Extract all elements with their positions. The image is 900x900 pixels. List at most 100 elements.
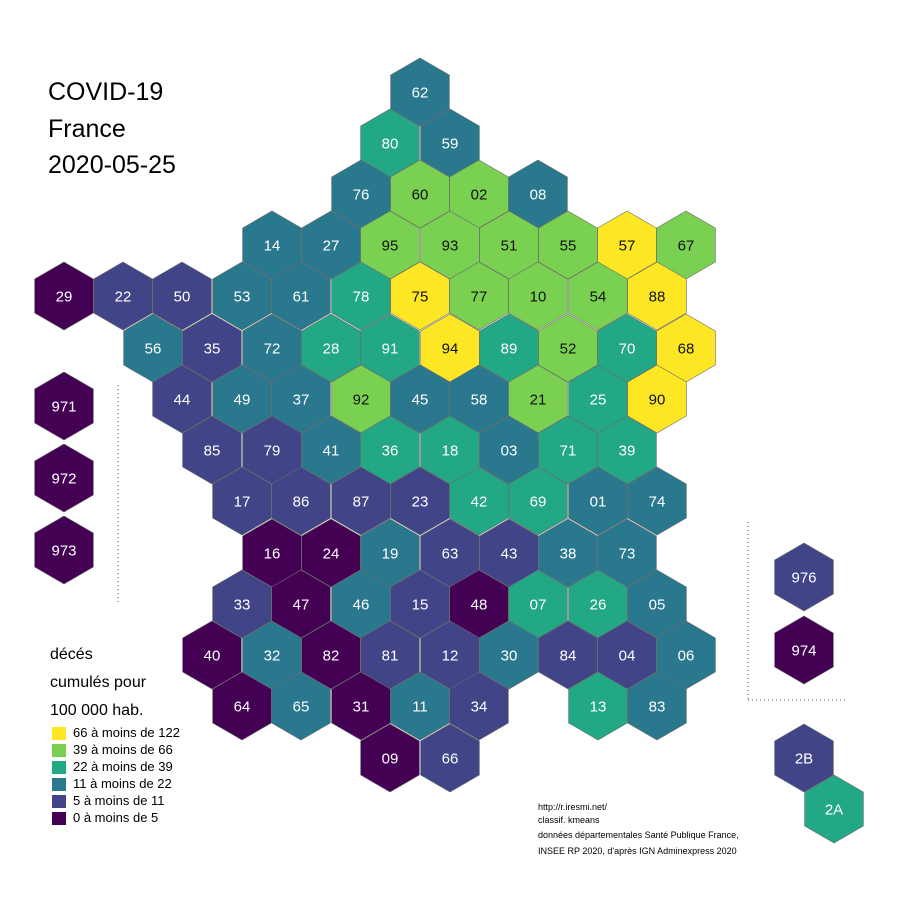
department-hex-label: 974	[791, 643, 816, 660]
department-hex-971: 971	[34, 371, 94, 441]
department-hex-50: 50	[152, 261, 212, 331]
department-hex-label: 37	[293, 392, 310, 409]
department-hex-2B: 2B	[774, 723, 834, 793]
department-hex-23: 23	[390, 466, 450, 536]
department-hex-label: 75	[412, 289, 429, 306]
department-hex-shape	[627, 261, 687, 331]
department-hex-label: 09	[382, 751, 399, 768]
department-hex-27: 27	[301, 210, 361, 280]
department-hex-52: 52	[538, 313, 598, 383]
department-hex-74: 74	[627, 466, 687, 536]
department-hex-label: 35	[204, 341, 221, 358]
department-hex-58: 58	[449, 364, 509, 434]
department-hex-label: 77	[471, 289, 488, 306]
department-hex-label: 47	[293, 597, 310, 614]
legend-class-label: 39 à moins de 66	[73, 742, 173, 757]
legend-class-label: 0 à moins de 5	[73, 810, 159, 825]
department-hex-37: 37	[271, 364, 331, 434]
department-hex-label: 46	[353, 597, 370, 614]
department-hex-shape	[774, 723, 834, 793]
department-hex-label: 39	[619, 443, 636, 460]
department-hex-shape	[34, 443, 94, 513]
department-hex-49: 49	[212, 364, 272, 434]
credit-source-1: données départementales Santé Publique F…	[538, 830, 739, 840]
department-hex-04: 04	[597, 620, 657, 690]
department-hex-label: 48	[471, 597, 488, 614]
department-hex-label: 27	[323, 238, 340, 255]
department-hex-02: 02	[449, 159, 509, 229]
department-hex-label: 14	[264, 238, 281, 255]
department-hex-shape	[508, 466, 568, 536]
department-hex-69: 69	[508, 466, 568, 536]
department-hex-label: 65	[293, 699, 310, 716]
department-hex-label: 16	[264, 546, 281, 563]
department-hex-label: 67	[678, 238, 695, 255]
department-hex-label: 43	[501, 546, 518, 563]
department-hex-label: 04	[619, 648, 636, 665]
department-hex-label: 22	[115, 289, 132, 306]
department-hex-label: 25	[590, 392, 607, 409]
department-hex-label: 78	[353, 289, 370, 306]
department-hex-label: 42	[471, 494, 488, 511]
department-hex-shape	[271, 466, 331, 536]
department-hex-label: 976	[791, 570, 816, 587]
map-subtitle-country: France	[48, 115, 126, 143]
department-hex-66: 66	[420, 723, 480, 793]
department-hex-label: 18	[442, 443, 459, 460]
department-hex-shape	[152, 261, 212, 331]
department-hex-06: 06	[656, 620, 716, 690]
department-hex-79: 79	[242, 415, 302, 485]
department-hex-shape	[182, 620, 242, 690]
department-hex-label: 84	[560, 648, 577, 665]
department-hex-label: 2A	[825, 802, 843, 819]
legend-class-label: 66 à moins de 122	[73, 725, 180, 740]
department-hex-label: 83	[649, 699, 666, 716]
department-hex-28: 28	[301, 313, 361, 383]
department-hex-976: 976	[774, 542, 834, 612]
department-hex-53: 53	[212, 261, 272, 331]
department-hex-972: 972	[34, 443, 94, 513]
department-hex-label: 15	[412, 597, 429, 614]
department-hex-label: 32	[264, 648, 281, 665]
department-hex-05: 05	[627, 569, 687, 639]
department-hex-label: 90	[649, 392, 666, 409]
department-hex-label: 61	[293, 289, 310, 306]
department-hex-label: 28	[323, 341, 340, 358]
department-hex-label: 94	[442, 341, 459, 358]
department-hex-label: 57	[619, 238, 636, 255]
department-hex-label: 2B	[795, 751, 813, 768]
credit-method: classif. kmeans	[538, 815, 600, 825]
legend-swatch	[52, 778, 66, 791]
department-hexagons: 62 80 59 76 60 02 08 14 27 95 93 51 55 57 67 29 22 50 53 61…	[34, 57, 864, 844]
map-subtitle-date: 2020-05-25	[48, 151, 176, 179]
department-hex-label: 31	[353, 699, 370, 716]
department-hex-shape	[508, 261, 568, 331]
department-hex-label: 93	[442, 238, 459, 255]
department-hex-label: 58	[471, 392, 488, 409]
department-hex-shape	[271, 261, 331, 331]
department-hex-09: 09	[360, 723, 420, 793]
department-hex-84: 84	[538, 620, 598, 690]
department-hex-73: 73	[597, 518, 657, 588]
department-hex-shape	[627, 671, 687, 741]
department-hex-90: 90	[627, 364, 687, 434]
department-hex-26: 26	[568, 569, 628, 639]
department-hex-86: 86	[271, 466, 331, 536]
department-hex-label: 07	[530, 597, 547, 614]
department-hex-shape	[271, 671, 331, 741]
department-hex-71: 71	[538, 415, 598, 485]
department-hex-41: 41	[301, 415, 361, 485]
department-hex-label: 06	[678, 648, 695, 665]
legend-class-label: 11 à moins de 22	[73, 776, 172, 791]
department-hex-label: 05	[649, 597, 666, 614]
department-hex-47: 47	[271, 569, 331, 639]
department-hex-label: 92	[353, 392, 370, 409]
legend-swatch	[52, 812, 66, 825]
department-hex-shape	[774, 542, 834, 612]
department-hex-label: 52	[560, 341, 577, 358]
department-hex-shape	[627, 364, 687, 434]
department-hex-label: 36	[382, 443, 399, 460]
department-hex-18: 18	[420, 415, 480, 485]
department-hex-19: 19	[360, 518, 420, 588]
